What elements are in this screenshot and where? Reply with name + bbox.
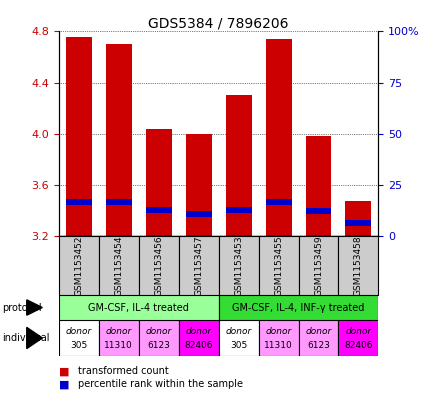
Text: donor: donor: [265, 327, 291, 336]
Text: GSM1153456: GSM1153456: [154, 235, 163, 296]
Bar: [225, 207, 251, 213]
Bar: [305, 208, 331, 214]
Text: GM-CSF, IL-4, INF-γ treated: GM-CSF, IL-4, INF-γ treated: [232, 303, 364, 312]
Bar: [265, 39, 291, 236]
Text: 6123: 6123: [147, 341, 170, 350]
Text: donor: donor: [225, 327, 251, 336]
Bar: [305, 136, 331, 236]
Bar: [345, 201, 371, 236]
Bar: [218, 236, 258, 295]
Text: GSM1153454: GSM1153454: [114, 235, 123, 296]
Bar: [99, 236, 138, 295]
Text: 305: 305: [70, 341, 87, 350]
Bar: [99, 320, 138, 356]
Bar: [59, 236, 99, 295]
Text: GSM1153453: GSM1153453: [233, 235, 243, 296]
Text: ■: ■: [59, 379, 69, 389]
Bar: [258, 320, 298, 356]
Bar: [145, 129, 171, 236]
Text: 11310: 11310: [263, 341, 292, 350]
Text: percentile rank within the sample: percentile rank within the sample: [78, 379, 243, 389]
Polygon shape: [27, 300, 42, 315]
Text: donor: donor: [105, 327, 132, 336]
Title: GDS5384 / 7896206: GDS5384 / 7896206: [148, 16, 288, 30]
Text: donor: donor: [305, 327, 331, 336]
Text: GSM1153452: GSM1153452: [74, 235, 83, 296]
Polygon shape: [27, 327, 42, 349]
Text: 11310: 11310: [104, 341, 133, 350]
Bar: [59, 320, 99, 356]
Bar: [105, 199, 132, 205]
Text: GSM1153455: GSM1153455: [273, 235, 283, 296]
Bar: [66, 199, 92, 205]
Text: donor: donor: [145, 327, 171, 336]
Text: donor: donor: [185, 327, 211, 336]
Text: 305: 305: [230, 341, 247, 350]
Text: 6123: 6123: [306, 341, 329, 350]
Bar: [345, 220, 371, 226]
Text: GSM1153458: GSM1153458: [353, 235, 362, 296]
Bar: [145, 207, 171, 213]
Text: donor: donor: [345, 327, 371, 336]
Bar: [138, 320, 178, 356]
Text: GSM1153459: GSM1153459: [313, 235, 322, 296]
Bar: [138, 236, 178, 295]
Bar: [218, 295, 378, 320]
Bar: [59, 295, 218, 320]
Bar: [66, 37, 92, 236]
Bar: [338, 236, 378, 295]
Bar: [218, 320, 258, 356]
Bar: [298, 320, 338, 356]
Text: 82406: 82406: [184, 341, 212, 350]
Text: ■: ■: [59, 366, 69, 376]
Bar: [185, 211, 211, 217]
Text: transformed count: transformed count: [78, 366, 169, 376]
Bar: [298, 236, 338, 295]
Text: donor: donor: [66, 327, 92, 336]
Bar: [178, 236, 218, 295]
Text: 82406: 82406: [343, 341, 372, 350]
Text: protocol: protocol: [2, 303, 42, 312]
Bar: [225, 95, 251, 236]
Bar: [185, 134, 211, 236]
Text: GSM1153457: GSM1153457: [194, 235, 203, 296]
Bar: [105, 44, 132, 236]
Bar: [258, 236, 298, 295]
Text: GM-CSF, IL-4 treated: GM-CSF, IL-4 treated: [88, 303, 189, 312]
Bar: [265, 199, 291, 205]
Text: individual: individual: [2, 333, 49, 343]
Bar: [178, 320, 218, 356]
Bar: [338, 320, 378, 356]
